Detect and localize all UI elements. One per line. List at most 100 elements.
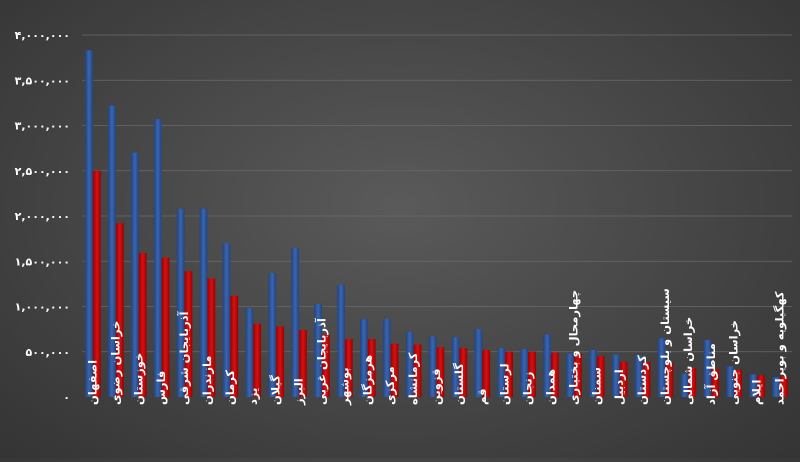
x-tick-label: یزد bbox=[246, 388, 260, 405]
bar-series-2 bbox=[390, 343, 399, 397]
bar-series-2 bbox=[619, 361, 628, 397]
bar-series-1 bbox=[703, 339, 712, 397]
bar-series-1 bbox=[680, 373, 689, 397]
y-tick-label: ۲,۰۰۰,۰۰۰ bbox=[15, 210, 70, 223]
x-tick-label: بوشهر bbox=[337, 367, 352, 406]
x-tick-label: مناطق آزاد bbox=[704, 343, 718, 405]
y-tick-label: ۴,۰۰۰,۰۰۰ bbox=[15, 29, 70, 42]
y-tick-label: ۳,۰۰۰,۰۰۰ bbox=[15, 120, 70, 133]
bar-series-1 bbox=[337, 284, 345, 397]
x-tick-label: فارس bbox=[154, 371, 168, 405]
bar-series-2 bbox=[299, 330, 307, 397]
bar-series-2 bbox=[92, 170, 101, 397]
bar-series-2 bbox=[596, 356, 605, 397]
x-tick-label: سمنان bbox=[589, 367, 603, 405]
bar-series-1 bbox=[726, 366, 735, 397]
y-tick-label: ۱,۰۰۰,۰۰۰ bbox=[15, 301, 70, 314]
bar-series-2 bbox=[138, 253, 147, 397]
x-tick-label: گیلان bbox=[269, 375, 283, 405]
bar-series-2 bbox=[665, 362, 674, 397]
y-tick-label: ۲,۵۰۰,۰۰۰ bbox=[15, 165, 70, 178]
bar-series-2 bbox=[459, 348, 468, 397]
bar-series-1 bbox=[405, 331, 414, 397]
bar-series-1 bbox=[634, 355, 643, 397]
x-tick-label: کرمانشاه bbox=[406, 352, 420, 405]
bar-series-1 bbox=[428, 336, 437, 397]
y-tick-label: ۰ bbox=[63, 391, 70, 404]
bar-series-2 bbox=[642, 361, 651, 397]
bar-series-2 bbox=[551, 352, 559, 397]
bar-series-2 bbox=[367, 339, 376, 397]
bar-series-2 bbox=[161, 257, 170, 397]
bar-series-1 bbox=[314, 303, 322, 397]
bar-series-1 bbox=[657, 338, 666, 397]
x-tick-label: خراسان جنوبی bbox=[727, 320, 742, 405]
bar-series-1 bbox=[222, 243, 231, 397]
bar-series-2 bbox=[276, 326, 284, 397]
x-tick-label: خوزستان bbox=[131, 353, 146, 405]
x-tick-label: آذربایجان شرقی bbox=[177, 310, 191, 405]
y-tick-label: ۳,۵۰۰,۰۰۰ bbox=[15, 74, 70, 87]
x-tick-label: قم bbox=[475, 388, 489, 405]
x-tick-label: خراسان شمالی bbox=[681, 317, 695, 405]
bar-series-2 bbox=[413, 344, 422, 397]
bar-series-2 bbox=[115, 223, 124, 397]
bar-series-1 bbox=[566, 353, 574, 397]
bar-series-1 bbox=[611, 354, 620, 397]
y-tick-label: ۱,۵۰۰,۰۰۰ bbox=[15, 255, 70, 268]
x-tick-label: گلستان bbox=[452, 363, 466, 405]
x-tick-label: همدان bbox=[544, 369, 558, 405]
bar-series-1 bbox=[749, 374, 758, 398]
bar-series-2 bbox=[436, 347, 445, 397]
bar-series-1 bbox=[497, 348, 506, 397]
bar-series-2 bbox=[573, 353, 582, 397]
x-tick-label: آذربایجان غربی bbox=[314, 317, 328, 405]
bar-series-2 bbox=[230, 295, 239, 397]
bar-series-2 bbox=[505, 351, 514, 397]
bar-series-1 bbox=[85, 50, 93, 397]
bar-series-2 bbox=[757, 375, 765, 397]
x-tick-label: مازندران bbox=[200, 356, 214, 405]
x-tick-label: خراسان رضوی bbox=[108, 321, 123, 405]
bar-series-1 bbox=[772, 377, 781, 397]
x-tick-label: مرکزی bbox=[383, 366, 397, 405]
bar-series-1 bbox=[451, 337, 460, 397]
bar-series-1 bbox=[199, 208, 208, 397]
bar-series-1 bbox=[268, 273, 277, 397]
bar-series-1 bbox=[153, 119, 162, 398]
bar-series-2 bbox=[184, 271, 193, 397]
bar-series-2 bbox=[207, 278, 216, 397]
x-tick-label: کرمان bbox=[223, 370, 237, 405]
bar-series-1 bbox=[520, 349, 529, 397]
bar-series-1 bbox=[474, 329, 483, 398]
bar-series-1 bbox=[108, 105, 116, 397]
x-tick-label: زنجان bbox=[521, 372, 535, 405]
bar-series-2 bbox=[734, 369, 743, 397]
bar-series-2 bbox=[688, 368, 697, 397]
y-tick-label: ۵۰۰,۰۰۰ bbox=[26, 346, 70, 359]
x-tick-label: ایلام bbox=[750, 380, 764, 405]
x-tick-label: لرستان bbox=[498, 363, 512, 405]
bar-series-1 bbox=[543, 334, 552, 397]
x-tick-label: هرمزگان bbox=[360, 355, 374, 405]
x-tick-label: اردبیل bbox=[612, 369, 626, 405]
x-tick-label: سیستان و بلوچستان bbox=[658, 288, 673, 405]
bar-series-2 bbox=[253, 323, 262, 397]
bar-series-1 bbox=[291, 247, 300, 397]
x-tick-label: قزوین bbox=[429, 369, 444, 406]
x-tick-label: کردستان bbox=[635, 355, 649, 405]
bar-series-2 bbox=[482, 349, 491, 397]
bar-series-1 bbox=[130, 152, 139, 397]
bar-series-1 bbox=[176, 208, 185, 397]
bar-series-1 bbox=[245, 308, 254, 397]
bar-series-2 bbox=[321, 334, 330, 397]
x-tick-label: چهارمحال و بختیاری bbox=[566, 290, 581, 405]
bar-series-2 bbox=[711, 368, 720, 397]
bar-series-2 bbox=[344, 339, 353, 397]
bar-series-2 bbox=[780, 376, 788, 397]
bars bbox=[85, 50, 788, 398]
bar-series-1 bbox=[359, 319, 368, 397]
x-axis: اصفهان خراسان رضوی خوزستان فارس آذربایجان شر… bbox=[85, 288, 787, 406]
